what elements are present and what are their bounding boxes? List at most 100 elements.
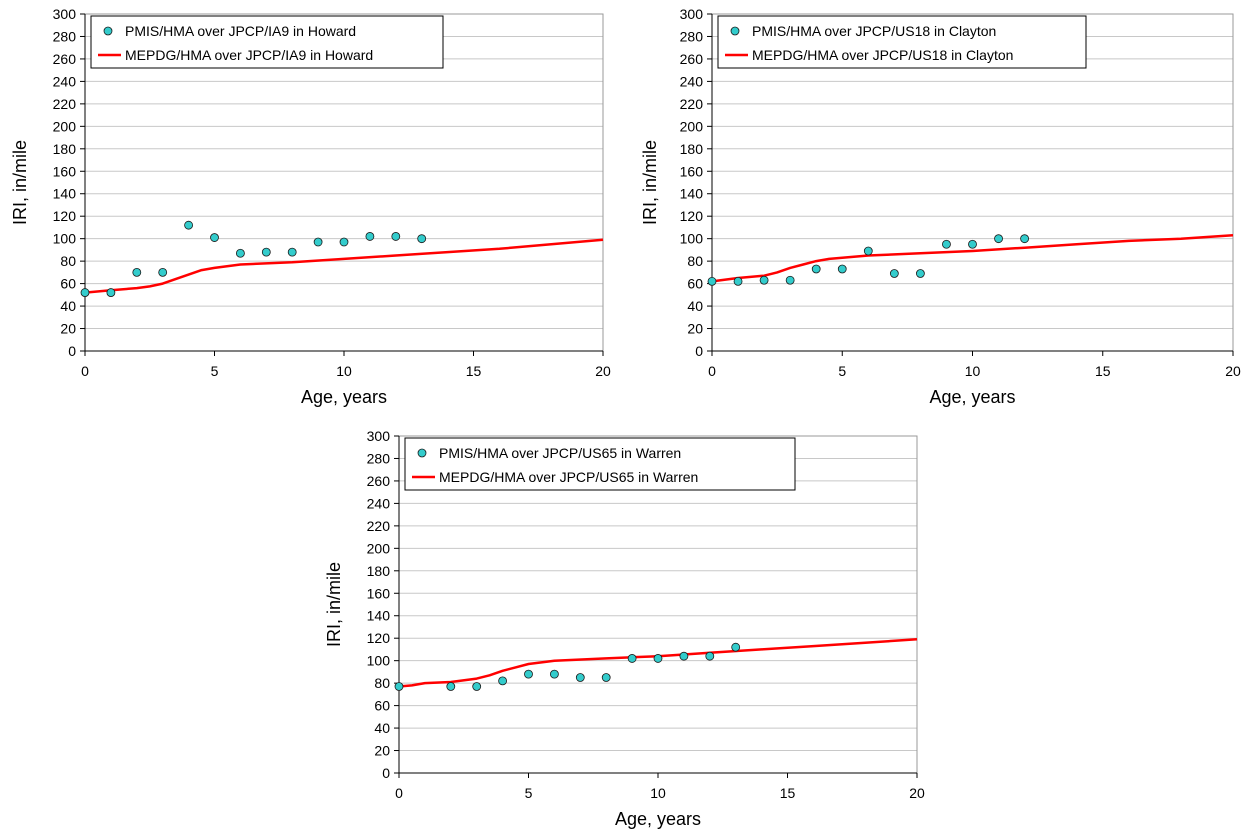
legend-marker-pmis <box>103 26 113 36</box>
x-tick-label: 0 <box>81 363 89 379</box>
y-tick-label: 220 <box>680 96 704 112</box>
y-tick-label: 260 <box>53 51 77 67</box>
y-tick-label: 240 <box>680 73 704 89</box>
y-tick-label: 200 <box>680 118 704 134</box>
y-tick-label: 80 <box>374 675 390 691</box>
data-point-pmis <box>365 232 375 241</box>
legend-marker-pmis <box>417 448 427 458</box>
legend-marker-pmis <box>730 26 740 36</box>
x-tick-label: 10 <box>965 363 981 379</box>
x-tick-label: 20 <box>1225 363 1241 379</box>
data-point-pmis <box>811 264 821 274</box>
data-point-pmis <box>679 651 689 661</box>
y-tick-label: 140 <box>680 186 704 202</box>
y-tick-label: 100 <box>680 231 704 247</box>
data-point-pmis <box>1020 234 1029 244</box>
data-point-pmis <box>707 276 717 286</box>
y-tick-label: 0 <box>382 765 390 781</box>
y-tick-label: 80 <box>687 253 703 269</box>
data-point-pmis <box>391 232 401 241</box>
data-point-pmis <box>601 673 611 682</box>
y-tick-label: 260 <box>367 473 391 489</box>
data-point-pmis <box>106 288 116 297</box>
series-line-mepdg <box>398 638 918 688</box>
data-point-pmis <box>235 248 245 258</box>
y-tick-label: 200 <box>367 540 391 556</box>
data-point-pmis <box>759 275 769 285</box>
chart-1: 0204060801001201401601802002202402602803… <box>10 6 611 407</box>
data-point-pmis <box>394 682 404 691</box>
data-point-pmis <box>446 682 456 691</box>
data-point-pmis <box>339 237 349 247</box>
x-tick-label: 10 <box>650 785 666 801</box>
x-tick-label: 5 <box>211 363 219 379</box>
y-tick-label: 220 <box>53 96 77 112</box>
y-tick-label: 60 <box>687 276 703 292</box>
y-tick-label: 40 <box>60 298 76 314</box>
legend-box <box>90 15 444 69</box>
y-tick-label: 20 <box>687 321 703 337</box>
x-tick-label: 0 <box>708 363 716 379</box>
data-point-pmis <box>942 239 951 249</box>
x-tick-label: 10 <box>336 363 352 379</box>
y-tick-label: 40 <box>687 298 703 314</box>
y-tick-label: 40 <box>374 720 390 736</box>
data-point-pmis <box>653 654 663 663</box>
y-tick-label: 260 <box>680 51 704 67</box>
data-point-pmis <box>287 247 297 257</box>
data-point-pmis <box>132 267 142 277</box>
series-line-mepdg <box>711 234 1234 283</box>
y-tick-label: 100 <box>53 231 77 247</box>
y-axis-title: IRI, in/mile <box>10 140 30 225</box>
y-tick-label: 140 <box>53 186 77 202</box>
data-point-pmis <box>733 276 743 286</box>
y-tick-label: 80 <box>60 253 76 269</box>
x-axis-title: Age, years <box>301 387 387 407</box>
data-point-pmis <box>498 676 508 686</box>
y-tick-label: 60 <box>60 276 76 292</box>
legend-label-pmis: PMIS/HMA over JPCP/IA9 in Howard <box>125 23 356 39</box>
data-point-pmis <box>731 642 741 652</box>
data-point-pmis <box>837 264 847 274</box>
data-point-pmis <box>261 247 271 257</box>
y-tick-label: 140 <box>367 608 391 624</box>
legend-label-mepdg: MEPDG/HMA over JPCP/US65 in Warren <box>439 469 698 485</box>
y-tick-label: 300 <box>680 6 704 22</box>
legend-box <box>404 437 796 491</box>
y-tick-label: 240 <box>53 73 77 89</box>
y-tick-label: 120 <box>680 208 704 224</box>
chart-2: 0204060801001201401601802002202402602803… <box>640 6 1241 407</box>
y-tick-label: 220 <box>367 518 391 534</box>
x-tick-label: 15 <box>780 785 796 801</box>
y-tick-label: 280 <box>680 28 704 44</box>
y-tick-label: 160 <box>680 163 704 179</box>
y-tick-label: 180 <box>367 563 391 579</box>
data-point-pmis <box>158 267 168 277</box>
legend-label-mepdg: MEPDG/HMA over JPCP/IA9 in Howard <box>125 47 373 63</box>
data-point-pmis <box>889 269 899 278</box>
y-tick-label: 180 <box>680 141 704 157</box>
chart-3: 0204060801001201401601802002202402602803… <box>324 428 925 829</box>
legend-box <box>717 15 1087 69</box>
x-tick-label: 20 <box>909 785 925 801</box>
data-point-pmis <box>80 288 90 297</box>
y-axis-title: IRI, in/mile <box>640 140 660 225</box>
y-tick-label: 60 <box>374 698 390 714</box>
y-tick-label: 100 <box>367 653 391 669</box>
data-point-pmis <box>575 673 585 682</box>
y-tick-label: 120 <box>53 208 77 224</box>
y-tick-label: 0 <box>695 343 703 359</box>
y-tick-label: 160 <box>53 163 77 179</box>
data-point-pmis <box>210 233 219 242</box>
y-tick-label: 300 <box>53 6 77 22</box>
y-tick-label: 280 <box>53 28 77 44</box>
y-tick-label: 120 <box>367 630 391 646</box>
y-axis-title: IRI, in/mile <box>324 562 344 647</box>
data-point-pmis <box>524 669 533 679</box>
x-axis-title: Age, years <box>615 809 701 829</box>
x-tick-label: 20 <box>595 363 611 379</box>
x-axis-title: Age, years <box>929 387 1015 407</box>
data-point-pmis <box>417 234 427 244</box>
legend-label-pmis: PMIS/HMA over JPCP/US18 in Clayton <box>752 23 996 39</box>
